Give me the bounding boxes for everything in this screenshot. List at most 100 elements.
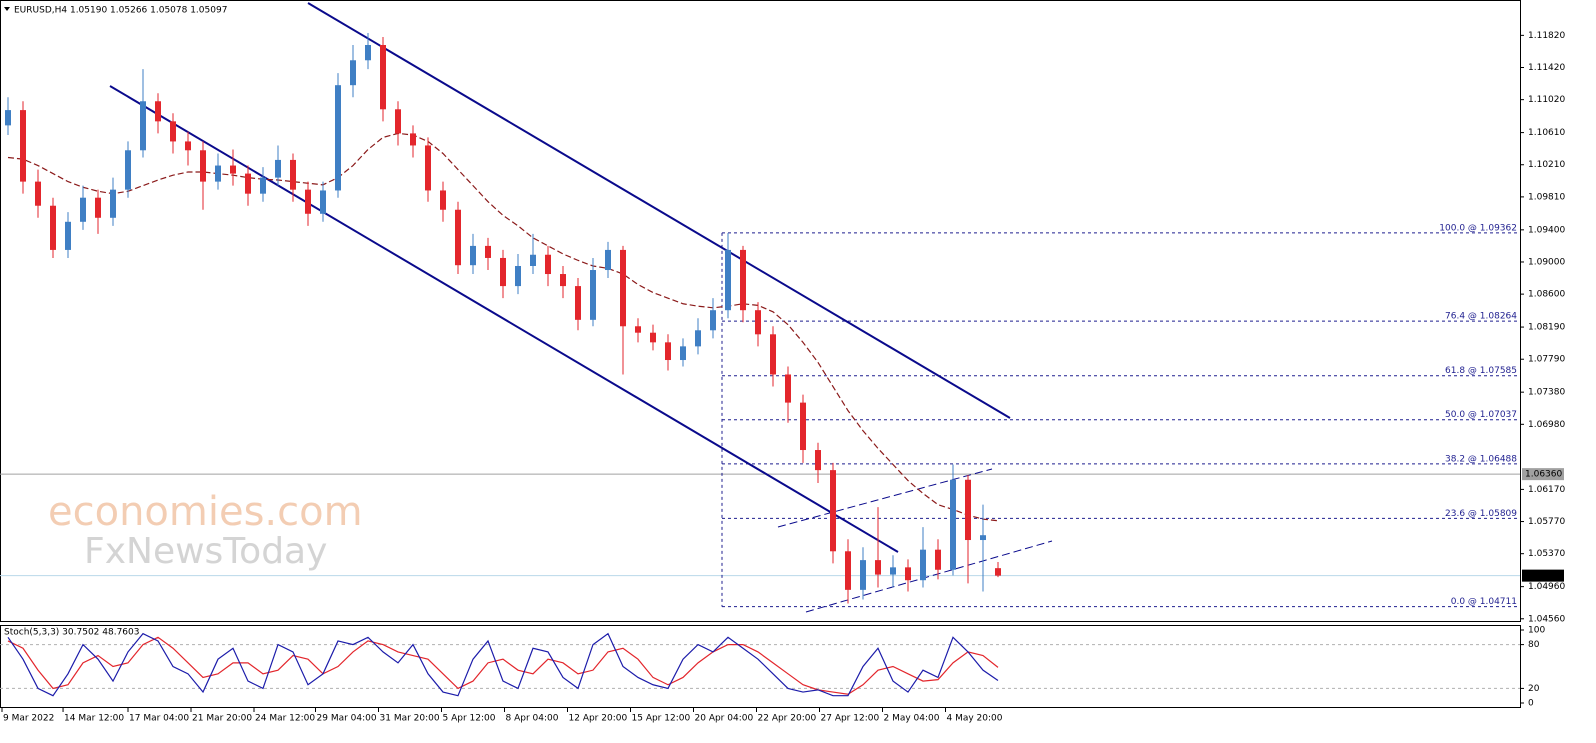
fib-label: 0.0 @ 1.04711	[1451, 597, 1517, 607]
candle-body	[500, 257, 506, 287]
x-tick-label: 31 Mar 20:00	[380, 714, 440, 724]
price-box	[1522, 569, 1564, 582]
candle-body	[740, 249, 746, 311]
x-tick-label: 12 Apr 20:00	[569, 714, 628, 724]
candle-body	[260, 177, 266, 194]
x-tick-label: 2 May 04:00	[884, 714, 940, 724]
candle-body	[785, 374, 791, 403]
candle-body	[200, 150, 206, 182]
x-tick-label: 17 Mar 04:00	[129, 714, 189, 724]
candle-body	[35, 181, 41, 206]
y-tick-label: 1.07790	[1528, 355, 1565, 365]
candle-body	[245, 173, 251, 194]
candle-body	[725, 249, 731, 311]
candle-body	[95, 197, 101, 218]
candle-body	[80, 197, 86, 222]
channel-line	[805, 540, 1053, 613]
candle-body	[605, 249, 611, 271]
candle-body	[470, 245, 476, 266]
candle-body	[695, 330, 701, 347]
candle-body	[710, 310, 716, 331]
candle-body	[575, 286, 581, 320]
candle-body	[950, 479, 956, 570]
moving-average	[7, 132, 999, 522]
x-tick-label: 27 Apr 12:00	[821, 714, 880, 724]
y-tick-label: 1.05770	[1528, 517, 1565, 527]
y-tick-label: 1.09810	[1528, 192, 1565, 202]
y-tick-label: 1.07380	[1528, 388, 1565, 398]
stoch-tick-label: 20	[1528, 684, 1540, 694]
price-box	[1522, 468, 1564, 481]
candle-body	[485, 245, 491, 258]
candle-body	[155, 101, 161, 122]
candle-body	[545, 254, 551, 275]
menu-icon[interactable]	[4, 7, 10, 11]
candle-body	[770, 334, 776, 375]
channel-line	[307, 2, 1011, 419]
candle-body	[755, 310, 761, 335]
candle-body	[920, 549, 926, 581]
channel-line	[109, 85, 899, 553]
candle-body	[590, 270, 596, 320]
candle-body	[365, 45, 371, 61]
x-tick-label: 5 Apr 12:00	[443, 714, 496, 724]
watermark: economies.com	[48, 489, 363, 535]
candle-body	[980, 535, 986, 541]
candle-body	[815, 450, 821, 471]
stoch-tick-label: 80	[1528, 640, 1540, 650]
x-tick-label: 22 Apr 20:00	[758, 714, 817, 724]
chart-title: EURUSD,H4 1.05190 1.05266 1.05078 1.0509…	[14, 6, 227, 16]
fib-label: 100.0 @ 1.09362	[1439, 223, 1517, 233]
x-tick-label: 21 Mar 20:00	[192, 714, 252, 724]
watermark: FxNewsToday	[84, 531, 327, 572]
candle-body	[140, 101, 146, 151]
fib-label: 23.6 @ 1.05809	[1445, 509, 1517, 519]
y-tick-label: 1.04560	[1528, 614, 1565, 624]
candle-body	[215, 165, 221, 182]
candle-body	[185, 141, 191, 151]
candle-body	[275, 159, 281, 178]
candle-body	[515, 265, 521, 287]
x-tick-label: 9 Mar 2022	[3, 714, 54, 724]
candle-body	[410, 133, 416, 146]
candle-body	[455, 209, 461, 266]
candle-body	[560, 274, 566, 287]
y-tick-label: 1.04960	[1528, 582, 1565, 592]
candle-body	[5, 110, 11, 126]
y-tick-label: 1.11820	[1528, 31, 1565, 41]
candle-body	[50, 205, 56, 250]
candle-body	[890, 567, 896, 575]
x-tick-label: 24 Mar 12:00	[255, 714, 315, 724]
candle-body	[20, 110, 26, 182]
candle-body	[935, 549, 941, 570]
stoch-main	[7, 632, 999, 697]
candle-body	[995, 568, 1001, 576]
x-tick-label: 8 Apr 04:00	[506, 714, 559, 724]
candle-body	[875, 560, 881, 575]
candle-body	[905, 567, 911, 581]
fib-label: 76.4 @ 1.08264	[1445, 312, 1517, 322]
candle-body	[290, 159, 296, 190]
fib-label: 38.2 @ 1.06488	[1445, 454, 1517, 464]
fib-label: 50.0 @ 1.07037	[1445, 410, 1517, 420]
candle-body	[800, 402, 806, 451]
stoch-label: Stoch(5,3,3) 30.7502 48.7603	[4, 628, 139, 638]
x-tick-label: 15 Apr 12:00	[632, 714, 691, 724]
candle-body	[530, 254, 536, 266]
candle-body	[635, 326, 641, 333]
channel-line	[777, 468, 993, 528]
x-tick-label: 20 Apr 04:00	[695, 714, 754, 724]
y-tick-label: 1.10610	[1528, 128, 1565, 138]
y-tick-label: 1.09000	[1528, 257, 1565, 267]
candle-body	[965, 479, 971, 541]
candle-body	[170, 121, 176, 142]
candle-body	[380, 45, 386, 110]
y-tick-label: 1.11020	[1528, 95, 1565, 105]
candle-body	[230, 165, 236, 174]
stoch-signal	[7, 636, 999, 695]
candle-body	[395, 109, 401, 134]
candle-body	[125, 150, 131, 190]
candle-body	[845, 551, 851, 590]
y-tick-label: 1.06170	[1528, 485, 1565, 495]
